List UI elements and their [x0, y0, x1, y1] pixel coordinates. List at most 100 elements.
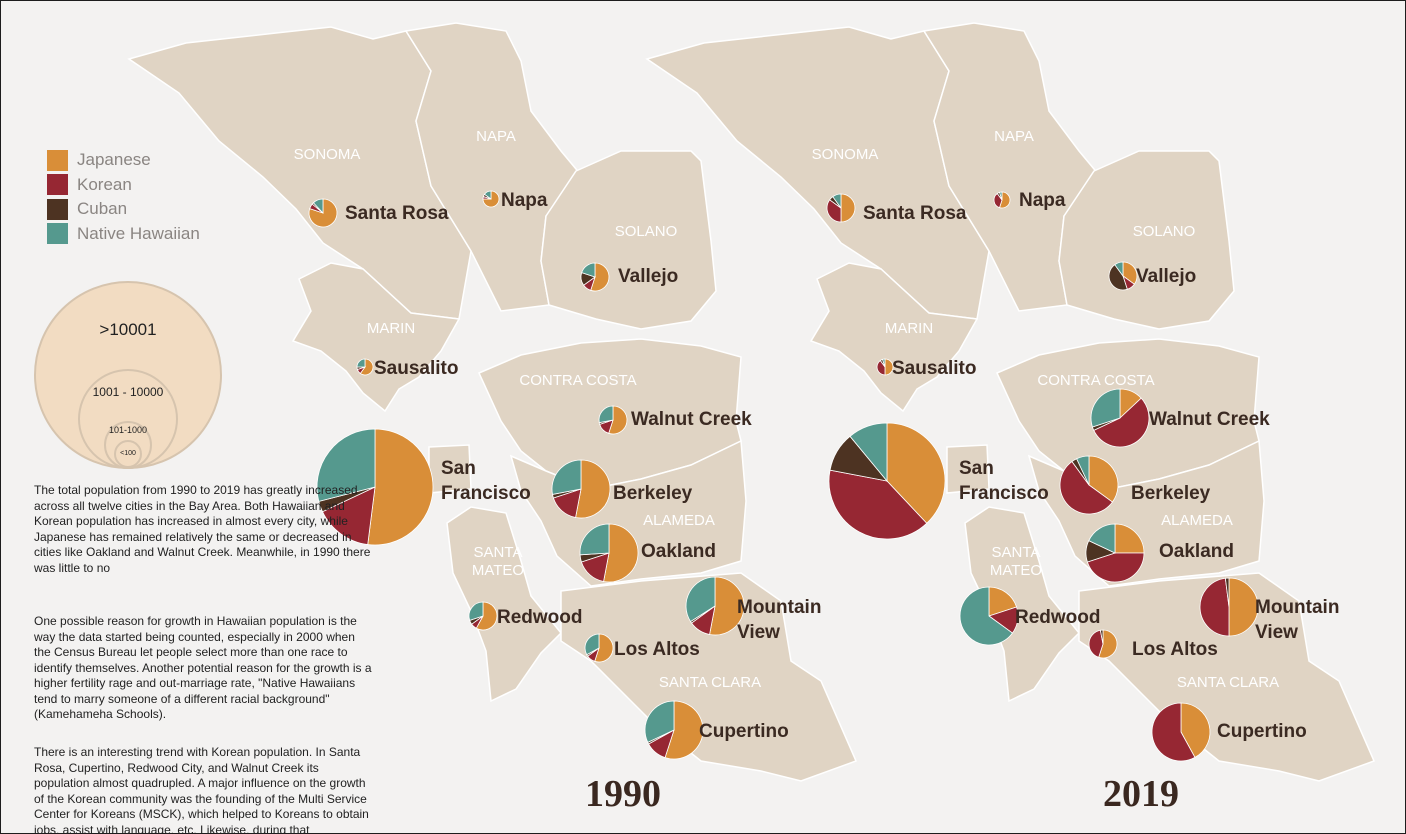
legend-label: Japanese: [77, 150, 151, 170]
county-label-contra-costa: CONTRA COSTA: [519, 372, 636, 389]
legend-swatch: [47, 223, 68, 245]
pie-slice-cuban: [1108, 264, 1128, 291]
pie-redwood-1990: [468, 601, 498, 631]
pie-slice-korean: [828, 469, 928, 540]
pie-walnut-creek-2019: [1090, 388, 1150, 448]
size-legend: >10001 1001 - 10000 101-1000 <100: [34, 281, 222, 469]
pie-slice-japanese: [1180, 702, 1211, 758]
city-label-mountain-view: Mountain: [737, 597, 821, 618]
county-label-santa-clara: SANTA CLARA: [659, 674, 761, 691]
pie-slice-korean: [321, 486, 376, 545]
pie-vallejo-2019: [1108, 261, 1138, 291]
county-shape-santa-mateo: [446, 506, 563, 703]
pie-berkeley-2019: [1059, 455, 1119, 515]
pie-sausalito-1990: [356, 358, 374, 376]
legend: Japanese Korean Cuban Native Hawaiian: [47, 148, 200, 246]
pie-slice-native-hawaiian: [1076, 455, 1090, 486]
county-label-solano: SOLANO: [615, 223, 678, 240]
pie-slice-japanese: [886, 422, 946, 524]
pie-slice-japanese: [884, 358, 894, 376]
pie-berkeley-1990: [551, 459, 611, 519]
pie-slice-korean: [826, 199, 842, 223]
city-label-cupertino: Cupertino: [699, 721, 789, 742]
year-label-2019: 2019: [1103, 773, 1179, 815]
pie-los-altos-1990: [584, 633, 614, 663]
city-label-san-francisco: San: [441, 458, 476, 479]
pie-walnut-creek-1990: [598, 405, 628, 435]
legend-item-korean: Korean: [47, 173, 200, 198]
county-label-santa-clara: SANTA CLARA: [1177, 674, 1279, 691]
pie-slice-native-hawaiian: [644, 700, 675, 743]
legend-swatch: [47, 174, 68, 196]
county-label-sonoma: SONOMA: [812, 146, 879, 163]
city-label-santa-rosa: Santa Rosa: [863, 203, 967, 224]
pie-slice-native-hawaiian: [1088, 523, 1116, 554]
county-label-solano: SOLANO: [1133, 223, 1196, 240]
pie-slice-native-hawaiian: [579, 523, 610, 556]
city-label-napa: Napa: [501, 190, 548, 211]
pie-slice-japanese: [709, 576, 745, 636]
county-shape-san-francisco: [946, 444, 990, 494]
pie-sausalito-2019: [876, 358, 894, 376]
county-shape-santa-clara: [1078, 572, 1376, 782]
pie-slice-japanese: [1088, 455, 1119, 503]
city-label-sausalito: Sausalito: [892, 358, 976, 379]
city-label-walnut-creek: Walnut Creek: [1149, 409, 1270, 430]
county-label-santa-mateo: MATEO: [472, 562, 524, 579]
map-overlay-1990: SONOMA NAPA SOLANO MARIN CONTRA COSTA ALAMEDA…: [294, 128, 822, 815]
city-label-redwood: Redwood: [1015, 607, 1101, 628]
legend-swatch: [47, 198, 68, 220]
pie-santa-rosa-1990: [308, 198, 338, 228]
pie-slice-native-hawaiian: [356, 358, 366, 368]
pie-santa-rosa-2019: [826, 193, 856, 223]
pie-slice-native-hawaiian: [882, 358, 886, 368]
pie-slice-japanese: [603, 523, 639, 583]
pie-slice-native-hawaiian: [581, 262, 596, 278]
pie-slice-korean: [1151, 702, 1196, 762]
legend-label: Native Hawaiian: [77, 223, 200, 243]
pie-redwood-2019: [959, 586, 1019, 646]
pie-slice-native-hawaiian: [1114, 261, 1124, 278]
legend-label: Korean: [77, 174, 132, 194]
legend-item-cuban: Cuban: [47, 197, 200, 222]
size-circle-small: [114, 440, 142, 468]
map-overlay-2019: SONOMA NAPA SOLANO MARIN CONTRA COSTA ALAMEDA…: [812, 128, 1340, 815]
county-label-napa: NAPA: [994, 128, 1034, 145]
pie-slice-japanese: [1122, 261, 1138, 285]
pie-slice-native-hawaiian: [959, 586, 1014, 646]
pie-slice-native-hawaiian: [468, 601, 484, 621]
pie-slice-japanese: [475, 601, 498, 631]
paragraph-korean-trend: There is an interesting trend with Korea…: [34, 745, 369, 834]
pie-mountain-view-1990: [685, 576, 745, 636]
county-shape-marin: [291, 262, 461, 413]
pie-slice-japanese: [840, 193, 856, 223]
legend-item-native-hawaiian: Native Hawaiian: [47, 222, 200, 247]
size-label-largest: >10001: [99, 320, 156, 339]
pie-cupertino-1990: [644, 700, 704, 760]
county-label-napa: NAPA: [476, 128, 516, 145]
pie-oakland-1990: [579, 523, 639, 583]
city-label-mountain-view: Mountain: [1255, 597, 1339, 618]
pie-vallejo-1990: [580, 262, 610, 292]
county-label-sonoma: SONOMA: [294, 146, 361, 163]
city-label-oakland: Oakland: [1159, 541, 1234, 562]
city-label-los-altos: Los Altos: [1132, 639, 1218, 660]
city-label-vallejo: Vallejo: [1136, 266, 1196, 287]
city-label-vallejo: Vallejo: [618, 266, 678, 287]
legend-swatch: [47, 149, 68, 171]
pie-slice-native-hawaiian: [598, 405, 614, 424]
pie-los-altos-2019: [1088, 629, 1118, 659]
city-label-redwood: Redwood: [497, 607, 583, 628]
pie-slice-native-hawaiian: [312, 198, 324, 215]
city-label-san-francisco: Francisco: [441, 483, 531, 504]
pie-napa-1990: [482, 190, 500, 208]
city-label-oakland: Oakland: [641, 541, 716, 562]
county-shape-solano: [1058, 150, 1235, 330]
pie-slice-korean: [1088, 629, 1104, 658]
pie-slice-native-hawaiian: [849, 422, 888, 483]
legend-item-japanese: Japanese: [47, 148, 200, 173]
size-label-medium: 101-1000: [109, 425, 147, 435]
county-label-alameda: ALAMEDA: [1161, 512, 1233, 529]
year-label-1990: 1990: [585, 773, 661, 815]
